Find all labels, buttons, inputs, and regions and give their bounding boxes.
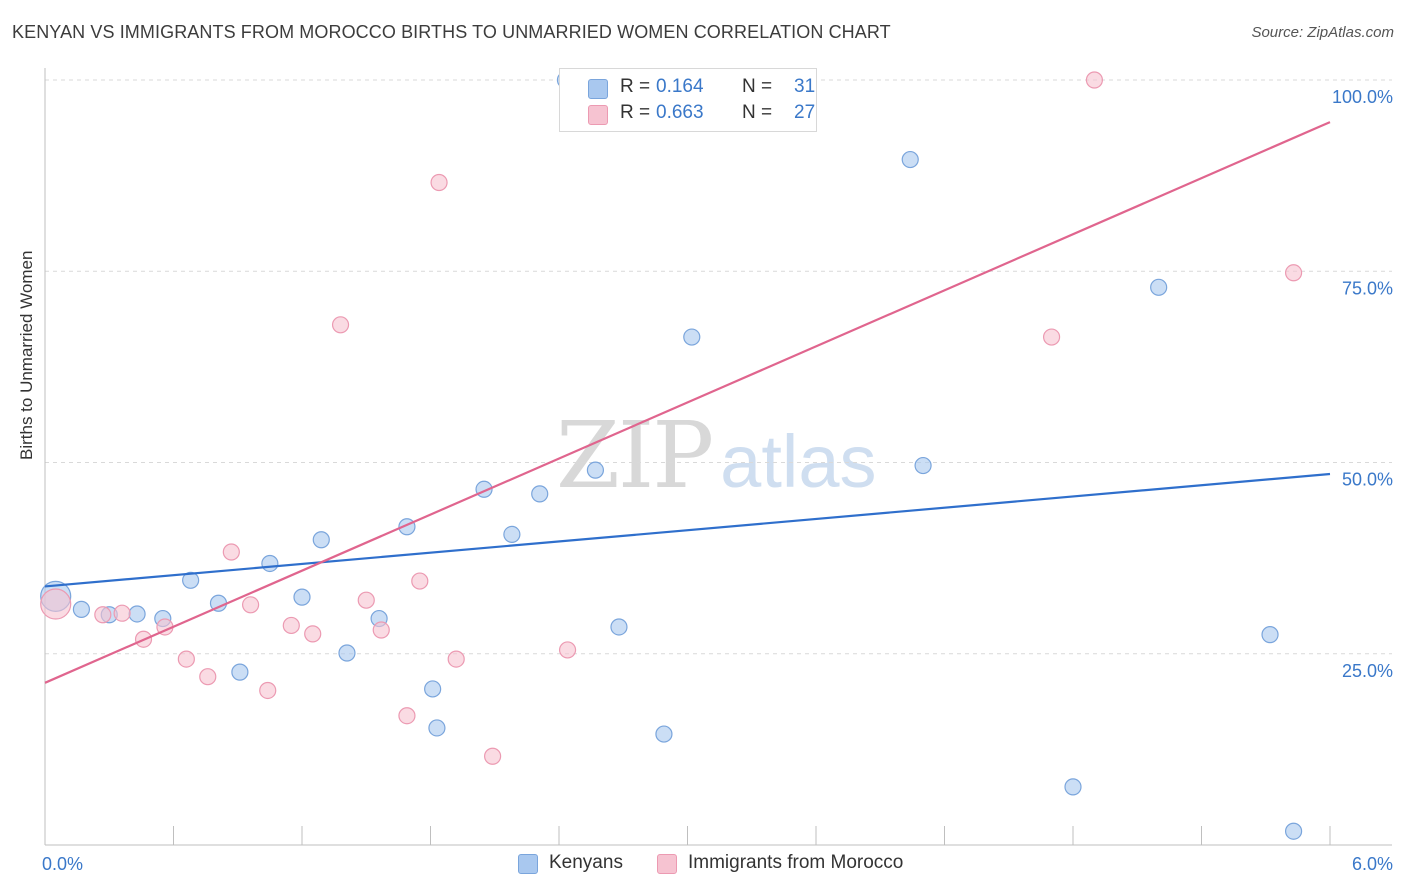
r-value: 0.663 xyxy=(656,102,704,123)
y-axis-label: Births to Unmarried Women xyxy=(17,250,36,460)
kenyans-legend-swatch xyxy=(518,854,538,874)
kenyans-point xyxy=(610,618,628,636)
morocco-point xyxy=(447,650,465,668)
morocco-legend-swatch xyxy=(657,854,677,874)
kenyans-point xyxy=(428,719,446,737)
kenyans-point xyxy=(231,663,249,681)
morocco-point xyxy=(484,747,502,765)
morocco-point xyxy=(1042,328,1061,346)
morocco-point xyxy=(94,606,112,624)
chart-title: KENYAN VS IMMIGRANTS FROM MOROCCO BIRTHS… xyxy=(12,22,891,42)
legend-label-morocco: Immigrants from Morocco xyxy=(688,852,904,873)
r-label: R = xyxy=(620,102,651,123)
kenyans-point xyxy=(586,461,605,479)
morocco-point xyxy=(222,543,240,561)
kenyans-point xyxy=(901,150,919,169)
kenyans-point xyxy=(312,531,330,549)
r-value: 0.164 xyxy=(656,76,704,97)
source-label: Source: ZipAtlas.com xyxy=(1251,24,1394,41)
morocco-point xyxy=(398,707,416,725)
morocco-swatch xyxy=(588,105,608,125)
x-tick-label: 6.0% xyxy=(1352,854,1393,874)
watermark: ZIP atlas xyxy=(556,402,876,509)
kenyans-point xyxy=(261,554,279,573)
morocco-point xyxy=(430,173,448,192)
morocco-point xyxy=(1284,264,1303,282)
n-value: 31 xyxy=(794,76,816,97)
kenyans-point xyxy=(1261,626,1279,644)
n-label: N = xyxy=(742,102,773,123)
kenyans-swatch xyxy=(588,79,608,99)
morocco-point xyxy=(357,591,375,609)
kenyans-point xyxy=(293,588,311,606)
kenyans-point xyxy=(338,644,356,662)
morocco-trend-line xyxy=(44,121,1331,684)
y-tick-label: 100.0% xyxy=(1332,87,1393,107)
kenyans-point xyxy=(914,456,932,475)
x-tick-label: 0.0% xyxy=(42,854,83,874)
kenyans-point xyxy=(1284,822,1303,840)
morocco-point xyxy=(1085,71,1104,89)
n-label: N = xyxy=(742,76,773,97)
morocco-point xyxy=(242,596,260,614)
morocco-point xyxy=(331,316,350,334)
y-tick-label: 50.0% xyxy=(1342,470,1393,490)
y-tick-label: 25.0% xyxy=(1342,661,1393,681)
kenyans-trend-line xyxy=(44,472,1331,588)
kenyans-point xyxy=(182,571,200,589)
watermark-zip: ZIP xyxy=(556,402,714,509)
kenyans-point xyxy=(1150,278,1168,296)
morocco-point xyxy=(282,616,300,635)
kenyans-point xyxy=(72,600,91,618)
morocco-point xyxy=(304,625,322,643)
kenyans-point xyxy=(655,725,673,743)
morocco-point xyxy=(259,681,277,700)
n-value: 27 xyxy=(794,102,816,123)
y-tick-label: 75.0% xyxy=(1342,278,1393,298)
morocco-point xyxy=(113,604,131,622)
kenyans-point xyxy=(1064,778,1082,796)
morocco-point xyxy=(411,572,429,590)
kenyans-point xyxy=(503,525,521,544)
morocco-point xyxy=(372,621,390,639)
kenyans-point xyxy=(128,605,146,623)
kenyans-point xyxy=(424,680,442,698)
morocco-point xyxy=(199,668,217,686)
stats-legend: R = 0.164 N = 31 R = 0.663 N = 27 xyxy=(559,68,817,132)
morocco-point xyxy=(40,588,72,620)
r-label: R = xyxy=(620,76,651,97)
watermark-atlas: atlas xyxy=(720,420,877,503)
morocco-point xyxy=(558,641,577,659)
legend-label-kenyans: Kenyans xyxy=(549,852,623,873)
kenyans-point xyxy=(531,485,549,503)
kenyans-point xyxy=(683,328,701,346)
morocco-point xyxy=(177,650,195,668)
